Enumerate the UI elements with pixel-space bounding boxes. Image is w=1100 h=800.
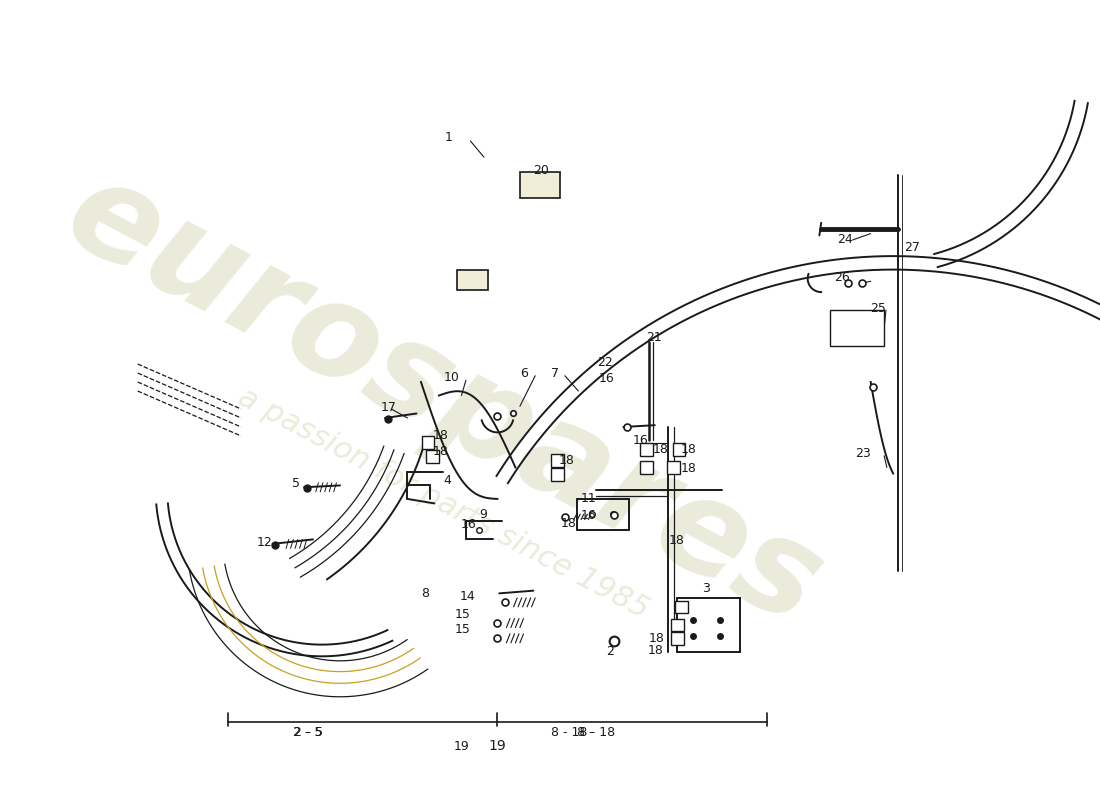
- Text: 14: 14: [459, 590, 475, 602]
- Text: 19: 19: [488, 739, 506, 754]
- Text: 26: 26: [834, 271, 850, 284]
- Text: 5: 5: [292, 477, 299, 490]
- Text: 18: 18: [559, 454, 574, 466]
- Text: 8: 8: [421, 587, 429, 600]
- Text: a passion for parts since 1985: a passion for parts since 1985: [233, 382, 653, 625]
- Text: 18: 18: [432, 430, 449, 442]
- Bar: [668, 461, 680, 474]
- Text: 17: 17: [381, 401, 396, 414]
- Text: 4: 4: [443, 474, 451, 487]
- Text: 27: 27: [904, 241, 920, 254]
- Text: 21: 21: [646, 330, 661, 343]
- Bar: [427, 450, 439, 463]
- Bar: [640, 443, 653, 456]
- Text: 8 - 18: 8 - 18: [551, 726, 587, 739]
- Text: 1: 1: [444, 131, 452, 144]
- Text: 9: 9: [480, 508, 487, 521]
- Text: 11: 11: [581, 493, 596, 506]
- Text: 18: 18: [560, 517, 576, 530]
- Text: 12: 12: [256, 536, 273, 549]
- Text: 8 – 18: 8 – 18: [578, 726, 615, 739]
- Text: 6: 6: [520, 366, 528, 379]
- Text: 23: 23: [855, 447, 871, 461]
- Bar: [551, 468, 564, 481]
- Text: 18: 18: [648, 643, 663, 657]
- Text: 18: 18: [669, 534, 684, 547]
- Text: eurospares: eurospares: [45, 148, 842, 652]
- Text: 15: 15: [454, 623, 471, 636]
- Text: 18: 18: [681, 443, 696, 456]
- Bar: [671, 618, 683, 631]
- Bar: [456, 270, 488, 290]
- Bar: [675, 601, 689, 613]
- Text: 18: 18: [653, 443, 669, 456]
- Text: 16: 16: [598, 372, 614, 385]
- Bar: [520, 173, 560, 198]
- Bar: [673, 443, 685, 456]
- Text: 20: 20: [534, 164, 549, 177]
- Text: 2 - 5: 2 - 5: [295, 726, 322, 739]
- Text: 16: 16: [632, 434, 649, 447]
- Bar: [671, 632, 683, 645]
- Text: 2 – 5: 2 – 5: [294, 726, 323, 739]
- Text: 19: 19: [453, 740, 470, 753]
- Text: 18: 18: [681, 462, 696, 475]
- Bar: [830, 310, 884, 346]
- Text: 18: 18: [432, 445, 449, 458]
- Bar: [551, 454, 564, 466]
- Bar: [640, 461, 653, 474]
- Text: 3: 3: [703, 582, 711, 595]
- Text: 25: 25: [870, 302, 886, 314]
- Bar: [422, 436, 435, 449]
- Text: 2: 2: [606, 646, 614, 658]
- Text: 22: 22: [597, 356, 613, 369]
- Text: 16: 16: [461, 518, 476, 530]
- Text: 15: 15: [454, 607, 471, 621]
- Text: 16: 16: [581, 509, 596, 522]
- Text: 7: 7: [551, 366, 560, 379]
- Text: 24: 24: [837, 234, 852, 246]
- Text: 18: 18: [649, 632, 664, 645]
- Text: 10: 10: [443, 371, 460, 384]
